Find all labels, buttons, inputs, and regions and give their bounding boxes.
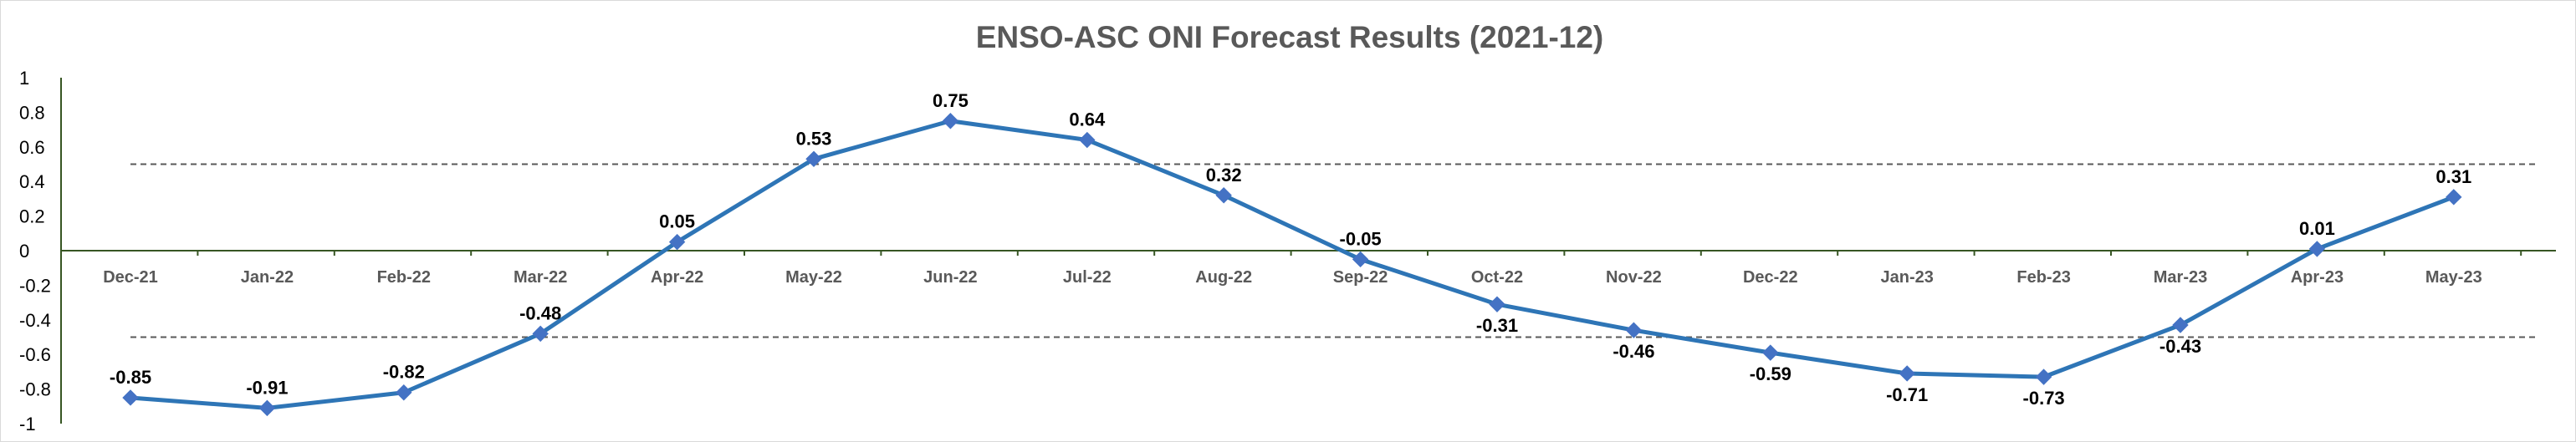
data-label: -0.71 [1886, 384, 1928, 405]
x-tick-label: May-23 [2425, 268, 2482, 287]
data-point-marker [2308, 241, 2326, 257]
data-label: 0.31 [2435, 166, 2471, 187]
series-line [128, 119, 2456, 410]
data-label: 0.75 [933, 90, 969, 111]
data-point-marker [1625, 322, 1643, 338]
x-tick-label: Feb-23 [2016, 268, 2070, 287]
data-point-marker [1079, 131, 1096, 149]
data-point-marker [396, 384, 412, 401]
y-tick-label: -0.8 [19, 379, 51, 400]
data-labels-group: -0.85 -0.91 -0.82 -0.48 0.05 0.53 0.75 0.64 0.32… [110, 90, 2471, 409]
x-axis-tick-labels: Dec-21 Jan-22 Feb-22 Mar-22 Apr-22 May-22 Jun-… [103, 268, 2482, 287]
y-axis-tick-labels: 1 0.8 0.6 0.4 0.2 0 -0.2 -0.4 -0.6 -0.8 -1 [19, 68, 51, 434]
x-tick-label: Feb-22 [377, 268, 431, 287]
data-label: 0.05 [659, 211, 695, 232]
x-tick-label: Dec-21 [103, 268, 158, 287]
data-label: -0.48 [519, 302, 561, 323]
data-label: -0.05 [1340, 228, 1382, 249]
data-label: -0.43 [2159, 336, 2201, 357]
data-point-marker [1489, 296, 1505, 312]
x-tick-label: Aug-22 [1195, 268, 1252, 287]
data-point-marker [1899, 365, 1915, 382]
data-label: -0.46 [1613, 341, 1654, 362]
chart-title: ENSO-ASC ONI Forecast Results (2021-12) [976, 20, 1604, 54]
x-tick-label: Sep-22 [1333, 268, 1388, 287]
data-point-marker [122, 389, 139, 406]
data-label: -0.91 [246, 377, 288, 398]
y-tick-label: 1 [19, 68, 29, 89]
data-point-marker [2172, 317, 2189, 333]
x-tick-label: Dec-22 [1743, 268, 1798, 287]
y-tick-label: 0.4 [19, 171, 45, 192]
data-label: -0.85 [110, 367, 151, 388]
data-point-marker [532, 325, 549, 343]
axes [60, 78, 2556, 424]
x-tick-label: Apr-22 [651, 268, 703, 287]
data-label: 0.01 [2299, 218, 2335, 239]
data-point-marker [258, 399, 276, 417]
x-tick-label: Mar-23 [2154, 268, 2207, 287]
y-tick-label: 0.2 [19, 206, 45, 227]
data-point-marker [1762, 344, 1779, 361]
data-point-marker [1215, 187, 1232, 204]
x-tick-label: Jun-22 [923, 268, 977, 287]
x-tick-label: Nov-22 [1606, 268, 1662, 287]
data-point-marker [1352, 251, 1369, 268]
x-tick-label: May-22 [785, 268, 842, 287]
x-tick-label: Jan-23 [1881, 268, 1934, 287]
y-tick-label: -0.6 [19, 344, 51, 365]
markers-group [122, 113, 2462, 417]
data-point-marker [805, 150, 822, 167]
y-tick-label: -0.4 [19, 310, 51, 331]
data-label: 0.53 [796, 128, 832, 149]
y-tick-label: 0 [19, 241, 29, 262]
data-point-marker [942, 113, 959, 130]
x-tick-label: Mar-22 [514, 268, 567, 287]
x-tick-label: Apr-23 [2291, 268, 2343, 287]
x-tick-label: Jan-22 [241, 268, 294, 287]
data-label: 0.64 [1069, 109, 1106, 130]
x-tick-label: Jul-22 [1063, 268, 1112, 287]
y-tick-label: 0.8 [19, 102, 45, 123]
data-label: -0.82 [383, 362, 425, 383]
y-tick-label: -1 [19, 414, 36, 434]
x-tick-label: Oct-22 [1471, 268, 1523, 287]
series-group [128, 119, 2456, 410]
y-tick-label: -0.2 [19, 275, 51, 296]
data-label: -0.59 [1750, 363, 1791, 384]
data-label: -0.73 [2023, 388, 2065, 409]
data-label: 0.32 [1206, 165, 1242, 185]
data-point-marker [668, 233, 686, 251]
y-tick-label: 0.6 [19, 137, 45, 158]
data-point-marker [2035, 368, 2052, 385]
data-point-marker [2446, 189, 2462, 206]
data-label: -0.31 [1476, 315, 1518, 336]
